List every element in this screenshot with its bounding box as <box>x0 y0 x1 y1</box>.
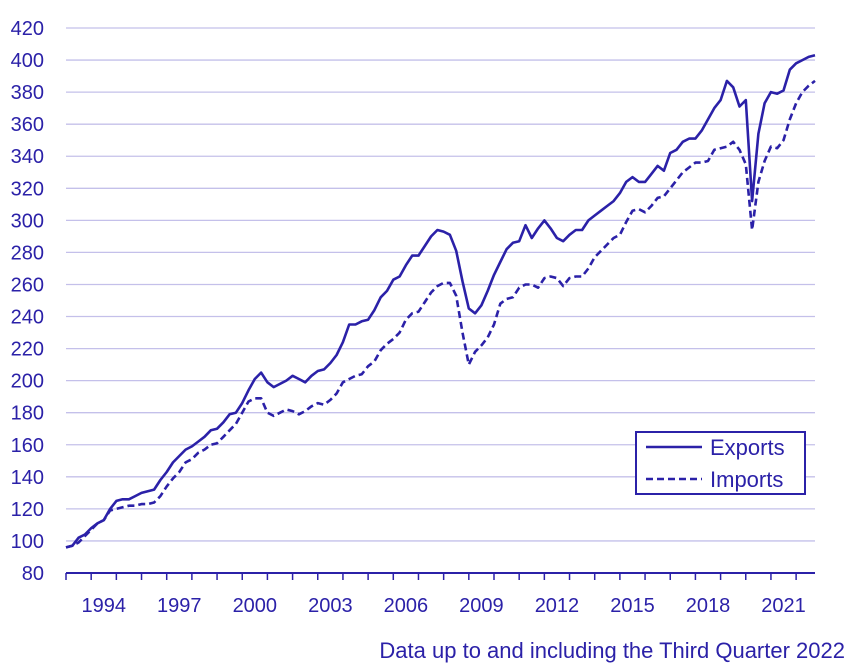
y-tick-label: 120 <box>11 499 44 521</box>
y-tick-label: 320 <box>11 178 44 200</box>
footnote: Data up to and including the Third Quart… <box>379 638 845 663</box>
y-tick-label: 420 <box>11 18 44 40</box>
y-tick-label: 400 <box>11 50 44 72</box>
y-tick-label: 380 <box>11 82 44 104</box>
legend-label-exports: Exports <box>710 435 785 460</box>
y-axis-labels: 80 100 120 140 160 180 200 220 240 260 280 300 320 34… <box>11 18 44 585</box>
x-tick-label: 2015 <box>610 595 655 617</box>
series-line-exports <box>65 54 816 549</box>
legend-box <box>635 431 806 495</box>
y-tick-label: 280 <box>11 242 44 264</box>
legend: Exports Imports <box>635 431 806 495</box>
x-tick-label: 2021 <box>761 595 806 617</box>
y-tick-label: 260 <box>11 274 44 296</box>
y-tick-label: 300 <box>11 210 44 232</box>
y-tick-label: 340 <box>11 146 44 168</box>
y-tick-label: 100 <box>11 531 44 553</box>
line-chart: 80 100 120 140 160 180 200 220 240 260 280 300 320 34… <box>11 18 816 617</box>
x-tick-label: 2003 <box>308 595 353 617</box>
y-tick-label: 180 <box>11 403 44 425</box>
y-tick-label: 80 <box>22 563 44 585</box>
y-tick-label: 200 <box>11 371 44 393</box>
y-tick-label: 240 <box>11 307 44 329</box>
gridlines <box>66 27 815 542</box>
x-tick-label: 2018 <box>686 595 731 617</box>
y-tick-label: 360 <box>11 114 44 136</box>
y-tick-label: 220 <box>11 339 44 361</box>
x-tick-label: 2000 <box>233 595 278 617</box>
legend-label-imports: Imports <box>710 467 783 492</box>
x-tick-label: 2009 <box>459 595 504 617</box>
y-tick-label: 140 <box>11 467 44 489</box>
series-line-imports <box>65 79 816 549</box>
x-tick-label: 2012 <box>535 595 580 617</box>
x-axis: 1994 1997 2000 2003 2006 2009 2012 2015 2018 2021 <box>65 572 815 617</box>
x-tick-label: 1994 <box>82 595 127 617</box>
x-tick-label: 2006 <box>384 595 429 617</box>
series-layer <box>65 54 816 549</box>
x-tick-label: 1997 <box>157 595 202 617</box>
y-tick-label: 160 <box>11 435 44 457</box>
